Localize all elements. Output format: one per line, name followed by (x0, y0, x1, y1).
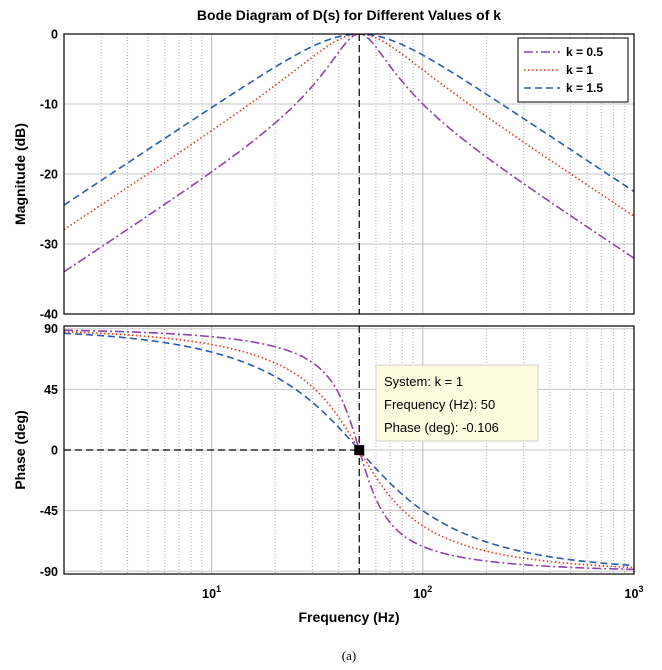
datatip-phase: Phase (deg): -0.106 (384, 420, 499, 435)
magnitude-curves (64, 34, 634, 273)
phase-y-tick-label: 90 (44, 322, 58, 336)
phase-plot: 90 45 0 -45 -90 Phase (deg) System: k = 1 Fr… (12, 322, 635, 579)
phase-y-ticks: 90 45 0 -45 -90 (40, 322, 58, 579)
datatip-box (375, 364, 539, 442)
magnitude-plot-frame (63, 33, 635, 315)
datatip-frequency: Frequency (Hz): 50 (384, 397, 495, 412)
datatip[interactable]: System: k = 1 Frequency (Hz): 50 Phase (… (354, 364, 539, 456)
datatip-system: System: k = 1 (384, 374, 463, 389)
datatip-marker[interactable] (354, 445, 365, 456)
chart-title: Bode Diagram of D(s) for Different Value… (197, 7, 501, 23)
magnitude-y-ticks: 0 -10 -20 -30 -40 (40, 28, 58, 322)
phase-series-line (64, 330, 634, 569)
phase-y-tick-label: 0 (51, 444, 58, 458)
magnitude-series-line (64, 34, 634, 273)
magnitude-y-tick-label: -30 (40, 238, 58, 252)
legend-label: k = 1.5 (566, 81, 603, 95)
phase-y-axis-label: Phase (deg) (12, 410, 28, 489)
magnitude-y-tick-label: -40 (40, 308, 58, 322)
magnitude-y-axis-label: Magnitude (dB) (12, 123, 28, 225)
legend-label: k = 0.5 (566, 45, 603, 59)
x-tick-label: 101 (202, 584, 221, 601)
magnitude-series-line (64, 34, 634, 206)
phase-plot-frame (63, 325, 635, 575)
magnitude-y-tick-label: -20 (40, 168, 58, 182)
magnitude-y-tick-label: -10 (40, 98, 58, 112)
phase-y-tick-label: -45 (40, 504, 58, 518)
figure-caption: (a) (342, 648, 356, 663)
phase-curves (64, 329, 634, 571)
legend: k = 0.5 k = 1 k = 1.5 (517, 37, 629, 103)
legend-label: k = 1 (566, 63, 593, 77)
x-axis-label: Frequency (Hz) (298, 609, 399, 625)
phase-y-tick-label: -90 (40, 565, 58, 579)
magnitude-series-line (64, 34, 634, 231)
x-tick-labels: 101 102 103 (202, 584, 643, 601)
x-tick-label: 102 (413, 584, 432, 601)
x-tick-label: 103 (625, 584, 644, 601)
phase-y-tick-label: 45 (44, 383, 58, 397)
magnitude-y-tick-label: 0 (51, 28, 58, 42)
phase-series-line (64, 332, 634, 567)
magnitude-plot: 0-10-20-30-40 Magnitude (dB) k = 0.5k = … (12, 28, 635, 322)
